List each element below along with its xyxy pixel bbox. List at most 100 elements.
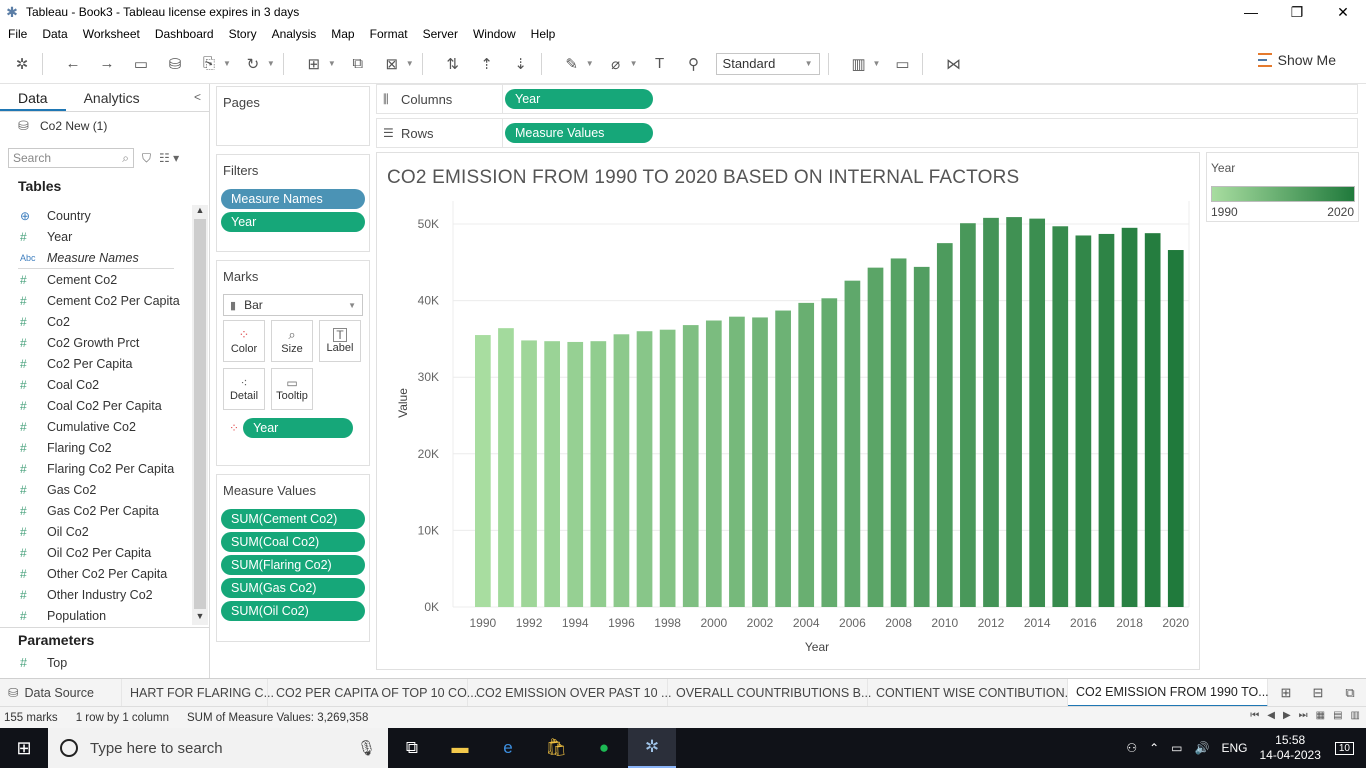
people-icon[interactable]: ⚇ bbox=[1126, 741, 1138, 755]
scroll-down-icon[interactable]: ▼ bbox=[195, 611, 205, 621]
new-datasource-icon[interactable]: ⛁ bbox=[168, 55, 182, 73]
tableau-taskbar-icon[interactable]: ✲ bbox=[628, 728, 676, 768]
menu-dashboard[interactable]: Dashboard bbox=[154, 27, 214, 41]
bar-2017[interactable] bbox=[1098, 233, 1115, 607]
filter-pill-year[interactable]: Year bbox=[221, 212, 365, 232]
taskbar-search[interactable]: Type here to search 🎙 bbox=[48, 728, 388, 768]
view-options-icon[interactable]: ☷ ▾ bbox=[159, 151, 180, 165]
new-worksheet-icon[interactable]: ⊞ bbox=[1280, 685, 1292, 700]
battery-icon[interactable]: ▭ bbox=[1171, 741, 1183, 755]
menu-story[interactable]: Story bbox=[228, 27, 257, 41]
field-item[interactable]: # Flaring Co2 Per Capita bbox=[0, 458, 192, 479]
redo-icon[interactable]: → bbox=[99, 55, 115, 72]
bar-1997[interactable] bbox=[636, 331, 653, 607]
menu-data[interactable]: Data bbox=[42, 27, 68, 41]
menu-file[interactable]: File bbox=[8, 27, 28, 41]
bar-2009[interactable] bbox=[913, 266, 930, 607]
field-item[interactable]: # Population bbox=[0, 605, 192, 625]
measure-pill[interactable]: SUM(Cement Co2) bbox=[221, 509, 365, 529]
marks-pill-year[interactable]: Year bbox=[243, 418, 354, 438]
bar-2010[interactable] bbox=[936, 243, 953, 607]
tooltip-button[interactable]: ▭ Tooltip bbox=[271, 368, 313, 410]
chevron-down-icon[interactable]: ▼ bbox=[585, 59, 594, 68]
field-item[interactable]: # Cement Co2 bbox=[0, 269, 192, 290]
show-cards-icon[interactable]: ▥ bbox=[851, 55, 866, 73]
bar-2020[interactable] bbox=[1167, 250, 1184, 607]
share-icon[interactable]: ⋈ bbox=[945, 55, 961, 73]
bar-2011[interactable] bbox=[960, 223, 976, 607]
field-item[interactable]: # Co2 bbox=[0, 311, 192, 332]
chevron-down-icon[interactable]: ▼ bbox=[223, 59, 231, 68]
filters-card[interactable]: Filters Measure Names Year bbox=[216, 154, 370, 252]
color-button[interactable]: ⁘ Color bbox=[223, 320, 265, 362]
measure-pill[interactable]: SUM(Flaring Co2) bbox=[221, 555, 365, 575]
bar-1998[interactable] bbox=[659, 329, 676, 607]
menu-worksheet[interactable]: Worksheet bbox=[82, 27, 140, 41]
menu-analysis[interactable]: Analysis bbox=[271, 27, 317, 41]
restore-button[interactable]: ❐ bbox=[1290, 3, 1304, 20]
filter-icon[interactable]: ⛉ bbox=[142, 150, 152, 165]
collapse-pane-icon[interactable]: < bbox=[193, 90, 201, 104]
bar-2004[interactable] bbox=[798, 302, 815, 607]
new-worksheet-icon[interactable]: ⊞ bbox=[307, 55, 321, 73]
undo-icon[interactable]: ← bbox=[65, 55, 81, 72]
group-members-icon[interactable]: ⌀ bbox=[611, 55, 621, 73]
field-item[interactable]: # Other Industry Co2 bbox=[0, 584, 192, 605]
file-explorer-icon[interactable]: ▬ bbox=[451, 738, 469, 757]
menu-format[interactable]: Format bbox=[369, 27, 408, 41]
tab-analytics[interactable]: Analytics bbox=[83, 90, 140, 106]
chevron-down-icon[interactable]: ▼ bbox=[405, 59, 414, 68]
chevron-down-icon[interactable]: ▼ bbox=[327, 59, 336, 68]
field-item[interactable]: # Gas Co2 Per Capita bbox=[0, 500, 192, 521]
bar-1990[interactable] bbox=[475, 335, 491, 607]
sheet-tab[interactable]: CONTIENT WISE CONTIBUTION... bbox=[868, 679, 1075, 706]
minimize-button[interactable]: — bbox=[1244, 4, 1258, 20]
measure-pill[interactable]: SUM(Oil Co2) bbox=[221, 601, 365, 621]
bar-2012[interactable] bbox=[983, 217, 999, 607]
sheet-tab[interactable]: CO2 PER CAPITA OF TOP 10 CO... bbox=[268, 679, 477, 706]
bar-1991[interactable] bbox=[498, 328, 514, 607]
bar-2000[interactable] bbox=[705, 320, 722, 607]
volume-icon[interactable]: 🔊 bbox=[1194, 741, 1210, 755]
edge-icon[interactable]: e bbox=[503, 738, 513, 757]
mark-type-select[interactable]: ▮ Bar ▼ bbox=[223, 294, 363, 316]
bar-2003[interactable] bbox=[775, 310, 791, 607]
bar-chart[interactable]: 0K 10K 20K 30K 40K 50K 1990 1992 1994 1996 1998 200… bbox=[377, 153, 1201, 671]
next-sheet-icon[interactable]: ▶ bbox=[1282, 710, 1291, 721]
field-list-scrollbar[interactable]: ▲ ▼ bbox=[192, 205, 208, 625]
notification-badge[interactable]: 10 bbox=[1334, 741, 1354, 755]
sheet-tab-active[interactable]: CO2 EMISSION FROM 1990 TO... bbox=[1068, 679, 1269, 706]
tableau-home-icon[interactable]: ✲ bbox=[15, 55, 29, 73]
datasource-item[interactable]: ⛁ Co2 New (1) bbox=[0, 112, 209, 140]
highlight-icon[interactable]: ✎ bbox=[565, 55, 578, 73]
bar-2001[interactable] bbox=[729, 316, 745, 607]
bar-2015[interactable] bbox=[1052, 226, 1069, 607]
field-item[interactable]: # Gas Co2 bbox=[0, 479, 192, 500]
show-mark-labels-icon[interactable]: T bbox=[654, 55, 665, 72]
microphone-icon[interactable]: 🎙 bbox=[356, 740, 376, 757]
bar-2007[interactable] bbox=[867, 267, 884, 607]
prev-sheet-icon[interactable]: ◀ bbox=[1267, 710, 1275, 721]
bar-1996[interactable] bbox=[613, 334, 630, 607]
bar-2005[interactable] bbox=[821, 298, 838, 607]
field-search-input[interactable]: Search ⌕ bbox=[8, 148, 134, 168]
columns-shelf[interactable]: ⫼ Columns Year bbox=[376, 84, 1358, 114]
refresh-icon[interactable]: ↻ bbox=[246, 55, 260, 73]
tab-data-source[interactable]: ⛁ Data Source bbox=[0, 679, 122, 706]
bar-2018[interactable] bbox=[1121, 227, 1138, 607]
field-item[interactable]: # Oil Co2 bbox=[0, 521, 192, 542]
chevron-down-icon[interactable]: ▼ bbox=[266, 59, 275, 68]
show-hidden-icons-icon[interactable]: ⌃ bbox=[1149, 741, 1160, 755]
field-item[interactable]: # Oil Co2 Per Capita bbox=[0, 542, 192, 563]
sort-descending-icon[interactable]: ⇣ bbox=[514, 55, 527, 73]
clock[interactable]: 15:58 14-04-2023 bbox=[1259, 733, 1320, 763]
menu-map[interactable]: Map bbox=[331, 27, 355, 41]
field-item[interactable]: Abc Measure Names bbox=[0, 247, 192, 268]
bar-1995[interactable] bbox=[590, 341, 607, 607]
duplicate-sheet-icon[interactable]: ⧉ bbox=[352, 55, 364, 72]
sheet-tab[interactable]: CO2 EMISSION OVER PAST 10 ... bbox=[468, 679, 671, 706]
measure-pill[interactable]: SUM(Coal Co2) bbox=[221, 532, 365, 552]
bar-2016[interactable] bbox=[1075, 235, 1092, 608]
rows-shelf[interactable]: ☰ Rows Measure Values bbox=[376, 118, 1358, 148]
bar-1993[interactable] bbox=[544, 341, 560, 607]
